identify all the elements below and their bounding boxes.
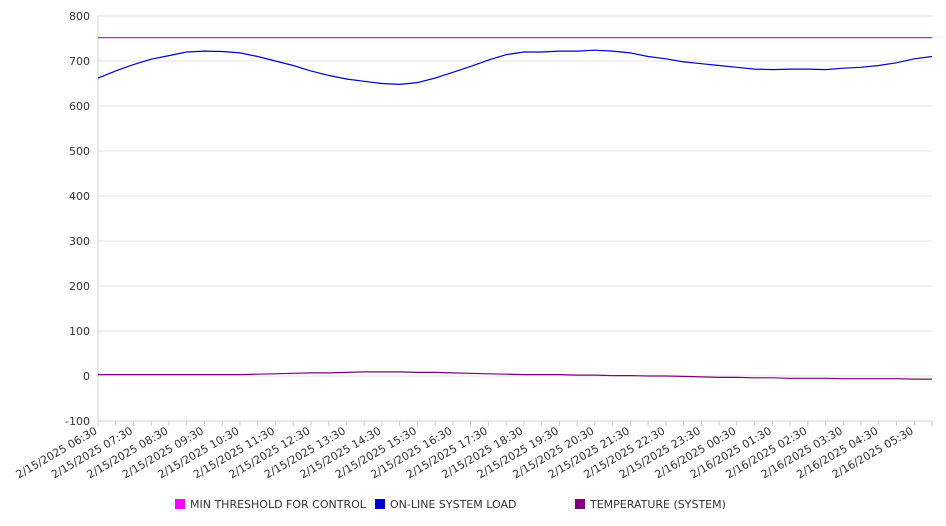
grid-lines — [98, 15, 932, 422]
y-tick-label: 200 — [69, 280, 90, 293]
axes — [97, 16, 933, 426]
legend-swatch-min-threshold — [175, 499, 185, 509]
legend-item-system-load: ON-LINE SYSTEM LOAD — [375, 498, 516, 512]
legend-item-min-threshold: MIN THRESHOLD FOR CONTROL — [175, 498, 366, 512]
legend-label-system-load: ON-LINE SYSTEM LOAD — [390, 498, 517, 511]
x-axis-tick-labels: 2/15/2025 06:302/15/2025 07:302/15/2025 … — [14, 424, 916, 481]
y-tick-label: 300 — [69, 235, 90, 248]
series-lines — [97, 37, 933, 380]
series-line-2 — [98, 371, 932, 380]
legend-label-temperature: TEMPERATURE (SYSTEM) — [590, 498, 726, 511]
y-tick-label: 700 — [69, 55, 90, 68]
y-tick-label: 400 — [69, 190, 90, 203]
y-tick-label: 500 — [69, 145, 90, 158]
y-tick-label: 800 — [69, 10, 90, 23]
legend-swatch-system-load — [375, 499, 385, 509]
y-tick-label: -100 — [65, 415, 90, 428]
y-tick-label: 600 — [69, 100, 90, 113]
series-line-1 — [97, 49, 933, 86]
y-tick-label: 0 — [83, 370, 90, 383]
legend: MIN THRESHOLD FOR CONTROL ON-LINE SYSTEM… — [0, 498, 946, 514]
y-axis-tick-labels: -100 0 100 200 300 400 500 600 700 800 — [65, 10, 90, 428]
legend-item-temperature: TEMPERATURE (SYSTEM) — [575, 498, 726, 512]
legend-label-min-threshold: MIN THRESHOLD FOR CONTROL — [190, 498, 366, 511]
legend-swatch-temperature — [575, 499, 585, 509]
y-tick-label: 100 — [69, 325, 90, 338]
